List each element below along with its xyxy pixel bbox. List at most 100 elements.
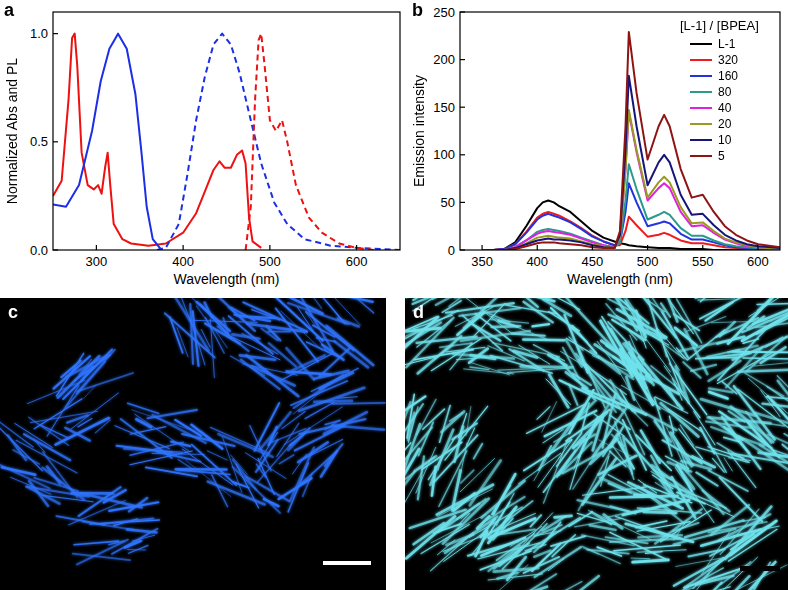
y-tick-label: 0.0 <box>30 243 48 258</box>
fiber <box>687 317 726 332</box>
fiber <box>300 451 337 485</box>
fiber <box>718 514 770 540</box>
series-line <box>53 34 261 248</box>
fiber <box>441 411 464 432</box>
fiber <box>461 508 474 519</box>
fiber <box>43 452 77 497</box>
fiber <box>488 546 520 572</box>
y-tick-label: 150 <box>433 100 455 115</box>
fiber <box>710 583 722 590</box>
x-tick-label: 500 <box>259 254 281 269</box>
fiber <box>299 388 364 411</box>
fiber <box>483 501 533 539</box>
y-tick <box>460 154 465 155</box>
fiber <box>623 500 689 515</box>
fiber <box>578 347 605 408</box>
fiber <box>743 517 765 521</box>
fiber <box>73 554 130 560</box>
fiber <box>726 347 762 387</box>
fiber <box>720 322 735 337</box>
fiber <box>736 565 787 590</box>
fiber <box>523 338 564 341</box>
fiber <box>548 582 582 590</box>
fiber <box>579 417 598 457</box>
fiber <box>522 574 556 590</box>
series-line <box>482 32 780 250</box>
fiber <box>444 530 488 562</box>
fiber <box>784 434 788 455</box>
fiber <box>128 403 159 413</box>
fiber <box>728 529 777 561</box>
fiber <box>679 429 703 459</box>
panel-label: b <box>412 0 423 20</box>
fiber <box>582 487 648 496</box>
x-tick <box>269 245 270 250</box>
fiber <box>29 417 69 445</box>
fiber <box>414 523 444 544</box>
x-tick-label: 300 <box>86 254 108 269</box>
fiber <box>474 444 483 459</box>
fiber <box>178 460 194 470</box>
fiber <box>27 380 84 403</box>
fiber <box>268 331 290 333</box>
fiber <box>537 407 550 420</box>
fiber <box>63 350 112 399</box>
fiber <box>446 303 514 313</box>
fiber <box>436 298 466 305</box>
fiber <box>747 337 787 371</box>
legend-swatch <box>690 43 712 45</box>
fiber <box>563 446 613 473</box>
fiber <box>743 339 758 343</box>
fiber <box>635 298 671 327</box>
fiber <box>489 519 535 539</box>
x-tick-label: 600 <box>747 254 769 269</box>
fiber <box>69 500 126 524</box>
fiber <box>252 310 280 320</box>
fiber <box>405 471 423 503</box>
x-axis-label: Wavelength (nm) <box>173 271 279 287</box>
legend-label: 160 <box>718 69 738 83</box>
fiber <box>766 397 788 402</box>
fiber <box>75 355 111 381</box>
fiber <box>415 456 436 471</box>
fiber <box>340 298 373 313</box>
fiber <box>8 435 26 460</box>
fiber <box>497 534 535 560</box>
x-tick <box>647 245 648 250</box>
fiber <box>258 442 293 482</box>
fiber <box>324 298 373 302</box>
fiber <box>405 404 423 454</box>
fiber <box>738 370 788 372</box>
fiber <box>417 399 436 434</box>
fiber <box>186 460 231 497</box>
x-tick <box>702 245 703 250</box>
fiber <box>34 399 82 429</box>
fiber <box>719 557 757 590</box>
y-tick <box>53 249 58 250</box>
fiber <box>757 303 788 305</box>
fiber <box>519 345 550 364</box>
fiber <box>683 362 700 378</box>
y-tick-label: 0.5 <box>30 134 48 149</box>
fiber <box>581 403 589 432</box>
fiber <box>724 458 733 471</box>
fiber <box>676 557 729 567</box>
fiber <box>714 450 726 473</box>
fiber <box>534 454 549 480</box>
y-axis-label: Normalized Abs and PL <box>4 58 20 205</box>
series-line <box>482 110 780 250</box>
fiber <box>422 442 462 469</box>
fiber <box>720 477 763 521</box>
y-tick-label: 100 <box>433 147 455 162</box>
legend-label: 40 <box>718 101 732 115</box>
fiber <box>742 309 788 340</box>
fiber <box>462 315 502 351</box>
fiber <box>452 470 460 510</box>
fiber <box>542 402 557 433</box>
fiber <box>672 432 694 466</box>
fiber <box>762 404 788 409</box>
fiber <box>631 558 650 560</box>
fiber <box>532 324 549 326</box>
fiber <box>287 348 314 379</box>
fiber <box>658 298 677 322</box>
